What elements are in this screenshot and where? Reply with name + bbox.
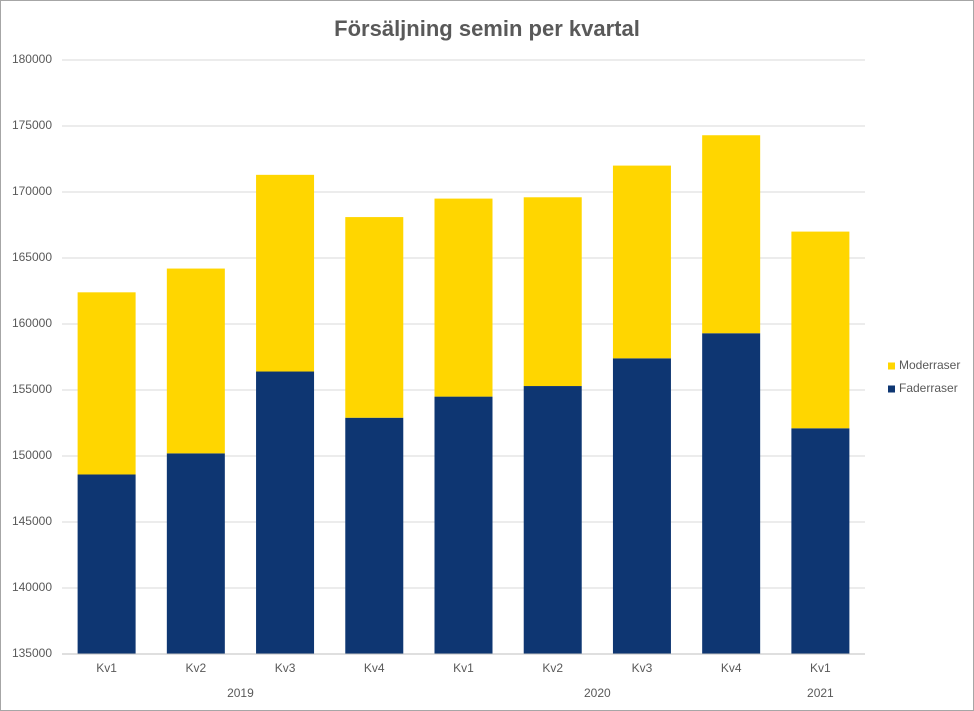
y-tick-label: 145000 — [12, 514, 52, 528]
bar-segment — [77, 292, 136, 475]
bar-segment — [523, 197, 582, 387]
bar-segment — [702, 333, 761, 654]
bar-segment — [523, 386, 582, 654]
y-tick-label: 170000 — [12, 184, 52, 198]
y-tick-label: 175000 — [12, 118, 52, 132]
bar-segment — [434, 198, 493, 397]
x-tick-label: Kv3 — [632, 661, 653, 675]
bar-segment — [345, 417, 404, 654]
bar-segment — [612, 358, 671, 654]
bar-segment — [166, 453, 225, 654]
bar-segment — [791, 231, 850, 429]
y-tick-label: 180000 — [12, 52, 52, 66]
legend-swatch — [888, 362, 895, 370]
bar-segment — [434, 396, 493, 654]
x-tick-label: Kv3 — [275, 661, 296, 675]
x-tick-label: Kv2 — [185, 661, 206, 675]
x-group-label: 2019 — [227, 686, 254, 700]
y-tick-label: 165000 — [12, 250, 52, 264]
legend-swatch — [888, 385, 895, 393]
chart-title: Försäljning semin per kvartal — [334, 16, 640, 41]
y-tick-label: 150000 — [12, 448, 52, 462]
bar-segment — [702, 135, 761, 334]
bar-segment — [166, 268, 225, 454]
x-tick-label: Kv1 — [96, 661, 117, 675]
x-tick-label: Kv1 — [810, 661, 831, 675]
y-tick-label: 135000 — [12, 646, 52, 660]
y-tick-label: 160000 — [12, 316, 52, 330]
y-tick-label: 140000 — [12, 580, 52, 594]
legend-label: Faderraser — [899, 381, 958, 395]
bar-segment — [256, 371, 315, 654]
x-group-label: 2021 — [807, 686, 834, 700]
bar-segment — [77, 474, 136, 654]
legend-label: Moderraser — [899, 358, 960, 372]
x-tick-label: Kv4 — [721, 661, 742, 675]
x-tick-label: Kv2 — [542, 661, 563, 675]
x-group-label: 2020 — [584, 686, 611, 700]
x-tick-label: Kv4 — [364, 661, 385, 675]
y-tick-label: 155000 — [12, 382, 52, 396]
bar-segment — [345, 217, 404, 418]
bar-segment — [256, 174, 315, 372]
x-tick-label: Kv1 — [453, 661, 474, 675]
bar-segment — [612, 165, 671, 359]
bar-segment — [791, 428, 850, 654]
